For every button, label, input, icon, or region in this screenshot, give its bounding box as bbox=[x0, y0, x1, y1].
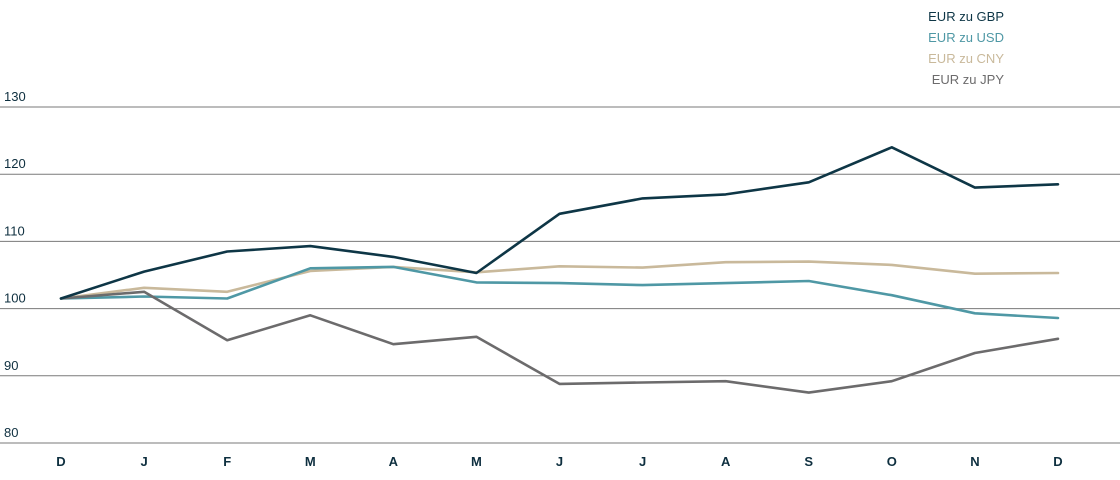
x-tick-label: D bbox=[1053, 454, 1062, 469]
x-tick-label: J bbox=[639, 454, 646, 469]
series-lines bbox=[59, 146, 1060, 394]
y-tick-label-100: 100 bbox=[4, 291, 26, 306]
x-tick-label: M bbox=[471, 454, 482, 469]
series-line-eur-zu-jpy bbox=[59, 290, 1060, 394]
x-tick-label: J bbox=[140, 454, 147, 469]
x-tick-label: N bbox=[970, 454, 979, 469]
y-tick-label-110: 110 bbox=[4, 223, 25, 238]
y-tick-label-90: 90 bbox=[4, 358, 18, 373]
legend-item-eur-cny: EUR zu CNY bbox=[928, 51, 1004, 66]
series-line-eur-zu-gbp bbox=[59, 146, 1060, 300]
x-tick-label: J bbox=[556, 454, 563, 469]
x-tick-label: D bbox=[56, 454, 65, 469]
x-tick-label: M bbox=[305, 454, 316, 469]
grid-lines bbox=[0, 106, 1120, 444]
x-tick-label: F bbox=[223, 454, 231, 469]
series-line-eur-zu-usd bbox=[59, 265, 1060, 320]
legend-item-eur-gbp: EUR zu GBP bbox=[928, 9, 1004, 24]
y-tick-label-80: 80 bbox=[4, 425, 18, 440]
legend-item-eur-usd: EUR zu USD bbox=[928, 30, 1004, 45]
legend-item-eur-jpy: EUR zu JPY bbox=[931, 72, 1004, 87]
series-line-eur-zu-cny bbox=[59, 260, 1060, 300]
y-tick-label-130: 130 bbox=[4, 89, 26, 104]
x-tick-label: O bbox=[887, 454, 897, 469]
legend: EUR zu GBP EUR zu USD EUR zu CNY EUR zu … bbox=[890, 6, 1050, 106]
x-tick-label: S bbox=[804, 454, 813, 469]
x-tick-label: A bbox=[721, 454, 731, 469]
x-tick-label: A bbox=[389, 454, 399, 469]
y-tick-label-120: 120 bbox=[4, 156, 26, 171]
y-axis: 80 90 100 110 120 130 bbox=[4, 89, 26, 440]
